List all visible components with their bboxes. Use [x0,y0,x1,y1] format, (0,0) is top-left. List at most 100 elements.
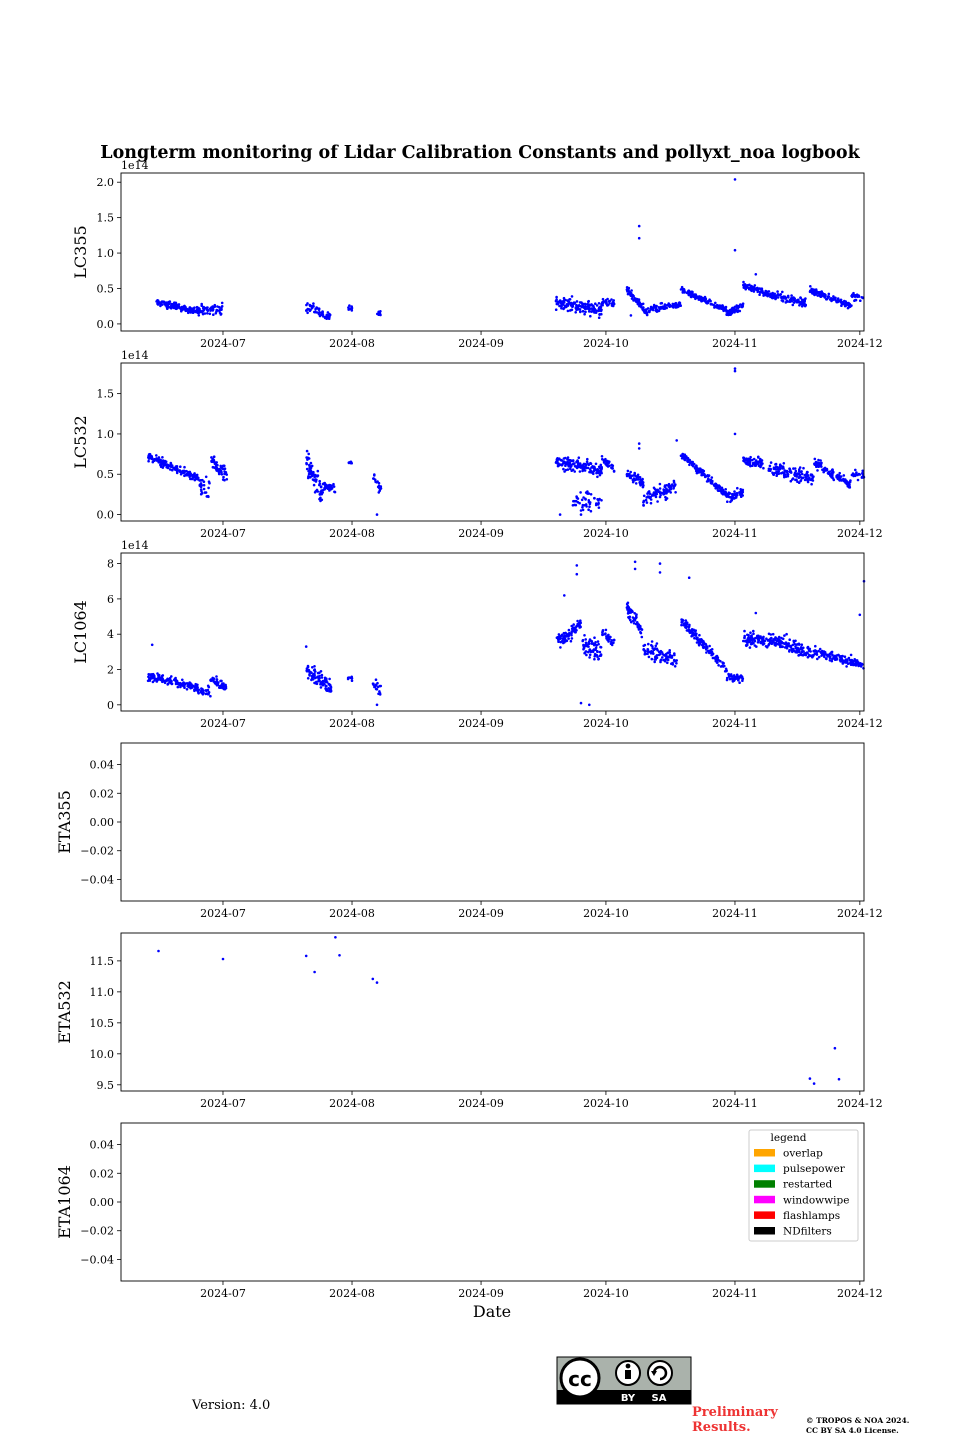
data-point [799,476,803,479]
data-point [759,463,763,466]
data-point [556,460,559,464]
data-point [305,309,308,312]
data-point [782,462,786,465]
data-point [776,642,779,646]
data-point [748,462,752,466]
data-point [583,651,587,654]
data-point [788,638,791,641]
data-point [807,648,811,651]
data-point [778,467,782,471]
data-point [684,619,688,622]
data-point [853,299,856,303]
data-point [378,684,382,688]
data-point [846,483,849,487]
data-point [589,509,593,513]
y-tick-label: 0.0 [97,318,115,331]
data-point [859,662,862,665]
data-point [198,307,201,311]
data-point [150,643,154,647]
data-point [219,464,222,468]
data-point [695,464,698,468]
data-point [794,645,797,648]
data-point [721,662,725,665]
data-point [697,468,701,472]
data-point [580,498,584,502]
data-point [584,498,587,501]
data-point [774,465,778,469]
data-point [707,475,710,478]
data-point [174,301,178,305]
data-point [811,654,815,658]
data-point [581,638,585,642]
data-point [781,299,785,302]
y-tick-label: 10.0 [90,1048,115,1061]
data-point [787,643,790,647]
x-tick-label: 2024-08 [329,717,375,730]
data-point [734,308,738,311]
data-point [855,661,859,665]
data-point [640,306,643,309]
x-tick-label: 2024-09 [458,717,504,730]
data-point [601,297,605,301]
data-point [739,495,743,499]
data-point [306,677,310,680]
data-point [625,472,629,476]
data-point [752,457,756,461]
data-point [595,502,598,505]
data-point [215,675,218,678]
data-point [813,463,816,466]
data-point [700,643,704,647]
data-point [636,303,640,306]
data-point [328,683,332,687]
data-point [799,302,803,305]
panel-lc532: 0.0 0.5 1.0 1.5 2024-07 2024-08 2024-09 2024-10… [71,349,883,540]
data-point [809,654,813,658]
data-point [601,630,604,634]
data-point [851,663,855,667]
points-lc532 [147,367,866,516]
data-point [584,310,587,314]
data-point [778,465,782,468]
data-point [845,479,848,483]
data-point [191,477,194,481]
data-point [626,604,630,608]
data-point [759,635,762,638]
data-point [758,293,761,297]
data-point [610,298,613,301]
data-point [849,653,853,657]
data-point [582,496,585,499]
data-point [579,621,582,625]
data-point [707,477,710,481]
data-point [812,1082,816,1085]
data-point [560,634,563,638]
data-point [665,304,669,307]
data-point [575,465,579,469]
data-point [556,458,559,461]
data-point [819,459,822,462]
data-point [683,622,687,626]
data-point [600,466,603,469]
data-point [209,694,212,698]
data-point [637,236,641,240]
data-point [597,316,601,320]
plot-frame [120,552,865,712]
data-point [586,466,590,470]
data-point [725,676,729,680]
data-point [794,478,797,482]
data-point [328,313,332,317]
data-point [698,298,702,301]
data-point [781,645,784,648]
data-point [752,632,755,636]
data-point [817,458,820,462]
data-point [695,471,699,475]
data-point [634,622,638,626]
data-point [193,689,196,693]
data-point [172,678,176,682]
y-offset-label: 1e14 [121,539,149,552]
data-point [612,469,616,473]
data-point [612,299,615,302]
points-lc1064 [146,560,866,707]
data-point [350,309,354,312]
y-axis-label: ETA1064 [55,1165,74,1239]
data-point [662,658,665,662]
